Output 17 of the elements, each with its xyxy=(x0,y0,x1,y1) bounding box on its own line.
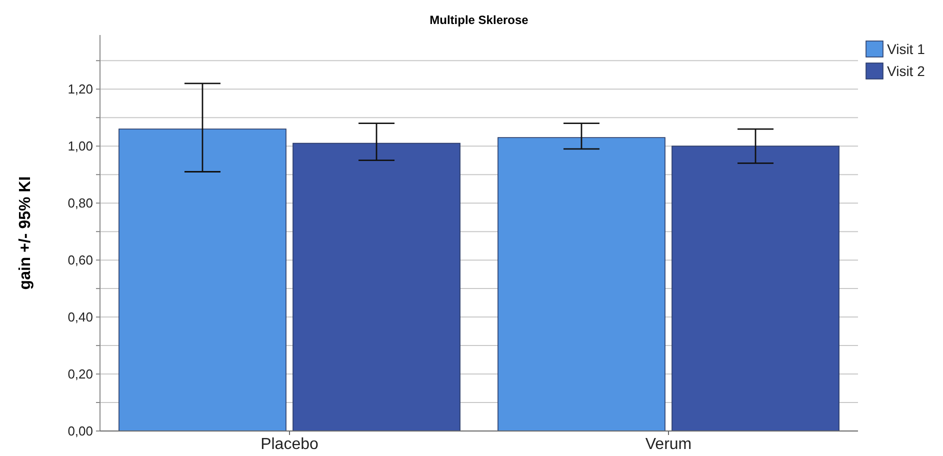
y-tick-label: 0,40 xyxy=(68,310,93,325)
bar xyxy=(672,146,840,432)
chart-title: Multiple Sklerose xyxy=(430,13,529,27)
y-tick-label: 0,20 xyxy=(68,366,93,382)
y-tick-label: 0,60 xyxy=(68,252,93,268)
bar xyxy=(118,128,286,432)
y-tick-label: 1,00 xyxy=(68,138,93,154)
x-tick-label: Placebo xyxy=(260,436,319,453)
bar xyxy=(292,142,460,432)
x-tick-label: Verum xyxy=(645,436,692,453)
legend-label: Visit 1 xyxy=(887,40,926,57)
y-tick-label: 0,00 xyxy=(68,424,93,439)
y-axis-title: gain +/- 95% KI xyxy=(17,176,34,290)
y-tick-label: 1,20 xyxy=(68,82,93,97)
legend-label: Visit 2 xyxy=(887,62,926,79)
bar xyxy=(498,137,666,432)
y-tick-label: 0,80 xyxy=(68,196,93,211)
